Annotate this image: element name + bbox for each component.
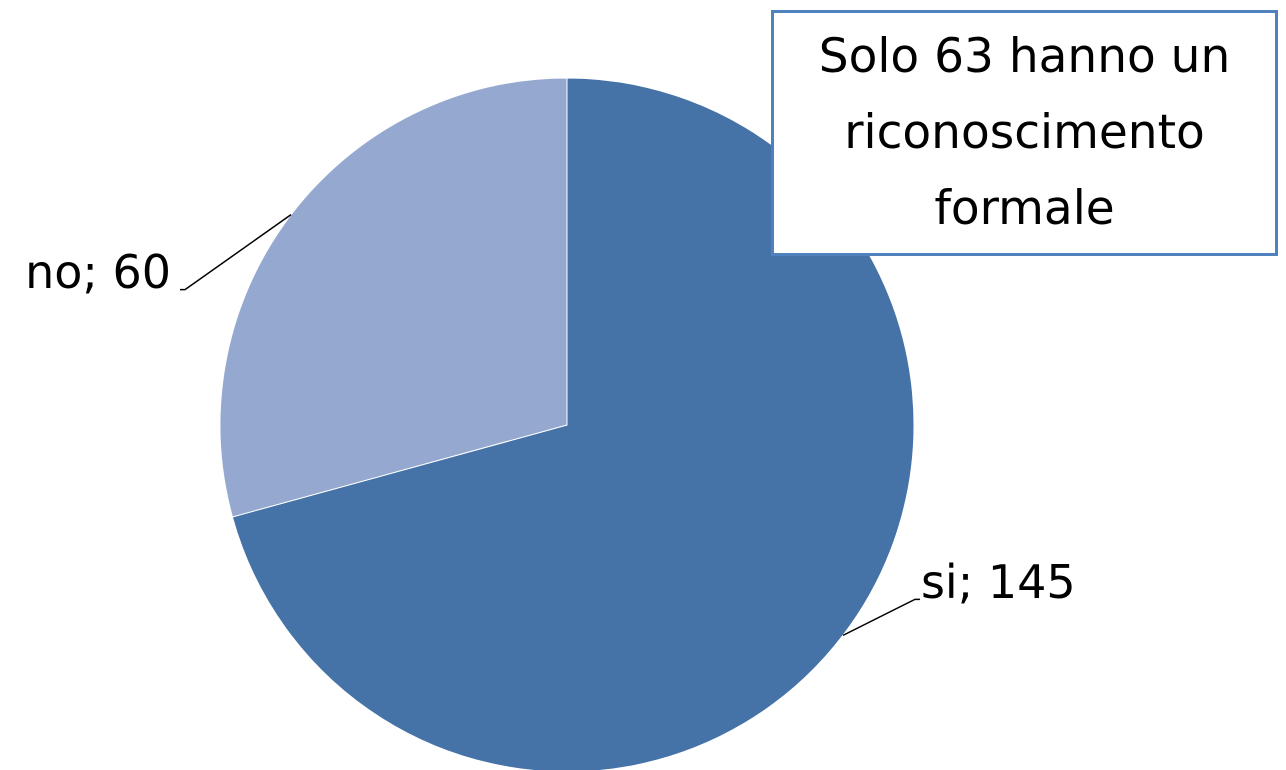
data-label: no; 60 [25, 245, 171, 299]
leader-line [180, 214, 292, 291]
annotation: Solo 63 hanno un riconoscimento formale [771, 10, 1278, 256]
data-label: si; 145 [921, 555, 1076, 609]
leader-line [842, 598, 920, 637]
